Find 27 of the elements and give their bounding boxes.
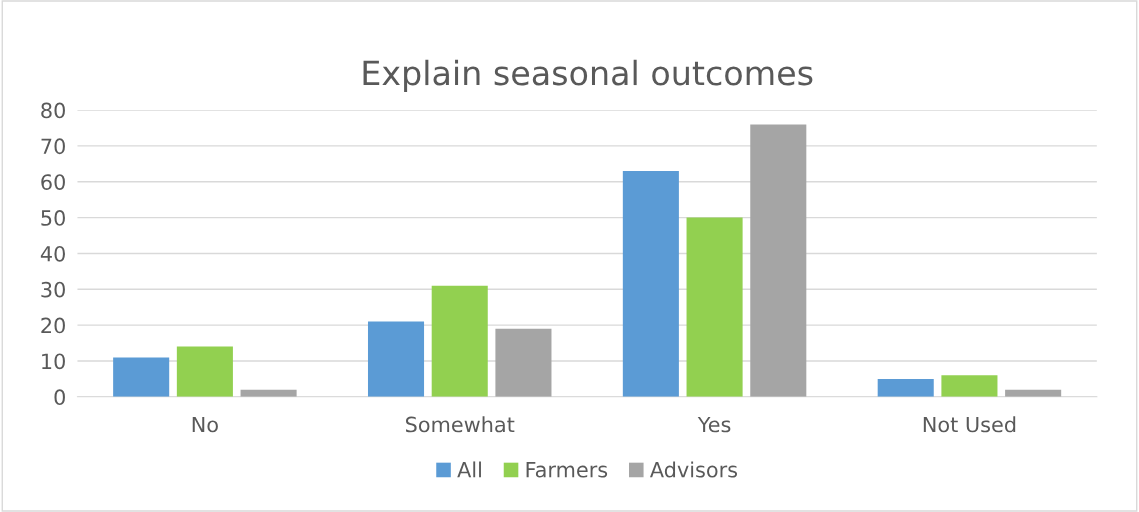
x-tick-label: Not Used xyxy=(923,416,1016,433)
bar xyxy=(686,217,743,397)
bar xyxy=(495,328,552,397)
y-tick-label: 80 xyxy=(41,102,65,119)
y-tick-label: 60 xyxy=(41,174,65,190)
y-tick-label: 40 xyxy=(40,245,65,262)
x-tick-label: Yes xyxy=(697,416,731,433)
x-tick-label: No xyxy=(192,416,218,433)
legend-label: All xyxy=(457,461,481,478)
chart-title: Explain seasonal outcomes xyxy=(363,59,813,93)
bar xyxy=(877,378,934,397)
y-tick-label: 0 xyxy=(54,389,65,406)
y-tick-label: 30 xyxy=(41,281,65,298)
bar xyxy=(941,375,998,397)
bar xyxy=(431,285,488,397)
bar xyxy=(176,346,233,397)
bar xyxy=(367,321,425,397)
y-tick-label: 50 xyxy=(41,210,65,226)
y-tick-label: 10 xyxy=(42,353,65,370)
bar xyxy=(750,124,807,397)
legend-label: Advisors xyxy=(649,461,738,478)
x-tick-label: Somewhat xyxy=(405,416,515,433)
bar xyxy=(113,357,170,397)
legend-label: Farmers xyxy=(526,462,608,478)
bar xyxy=(622,171,679,397)
y-tick-label: 70 xyxy=(41,138,65,155)
y-tick-label: 20 xyxy=(41,317,65,334)
